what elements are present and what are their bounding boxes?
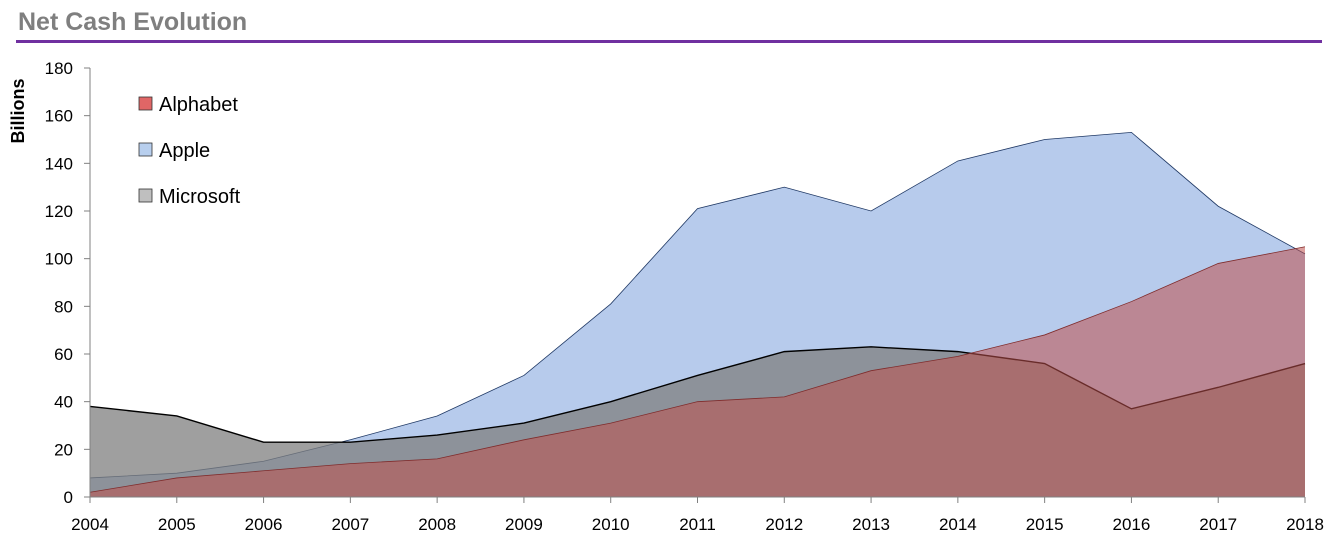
x-tick-label-2011: 2011 [679, 515, 716, 534]
y-tick-label-140: 140 [45, 154, 73, 173]
y-tick-label-160: 160 [45, 107, 73, 126]
legend-label-microsoft: Microsoft [159, 186, 241, 208]
x-tick-label-2007: 2007 [331, 515, 369, 534]
y-tick-label-0: 0 [64, 488, 73, 507]
x-tick-label-2008: 2008 [418, 515, 456, 534]
x-tick-label-2005: 2005 [158, 515, 196, 534]
y-tick-label-100: 100 [45, 250, 73, 269]
x-tick-label-2006: 2006 [245, 515, 283, 534]
x-tick-label-2004: 2004 [71, 515, 109, 534]
x-tick-label-2009: 2009 [505, 515, 543, 534]
series-line-alphabet [89, 246, 1306, 493]
legend-swatch-apple [138, 142, 153, 157]
legend-swatch-alphabet [138, 96, 153, 111]
x-tick-label-2016: 2016 [1113, 515, 1151, 534]
y-axis-title: Billions [8, 78, 28, 143]
x-tick-label-2017: 2017 [1199, 515, 1237, 534]
y-tick-label-80: 80 [54, 297, 73, 316]
x-tick-label-2015: 2015 [1026, 515, 1064, 534]
y-tick-label-60: 60 [54, 345, 73, 364]
x-tick-label-2018: 2018 [1286, 515, 1324, 534]
page-title: Net Cash Evolution [18, 8, 248, 36]
x-tick-label-2010: 2010 [592, 515, 630, 534]
title-divider [16, 40, 1322, 43]
legend-swatch-microsoft [138, 188, 153, 203]
legend-label-apple: Apple [159, 140, 210, 162]
x-tick-label-2012: 2012 [765, 515, 803, 534]
y-tick-label-120: 120 [45, 202, 73, 221]
x-tick-label-2014: 2014 [939, 515, 977, 534]
y-tick-label-40: 40 [54, 393, 73, 412]
series-area-alphabet [90, 246, 1305, 497]
y-tick-label-20: 20 [54, 440, 73, 459]
x-tick-label-2013: 2013 [852, 515, 890, 534]
legend-label-alphabet: Alphabet [159, 94, 238, 116]
y-tick-label-180: 180 [45, 59, 73, 78]
